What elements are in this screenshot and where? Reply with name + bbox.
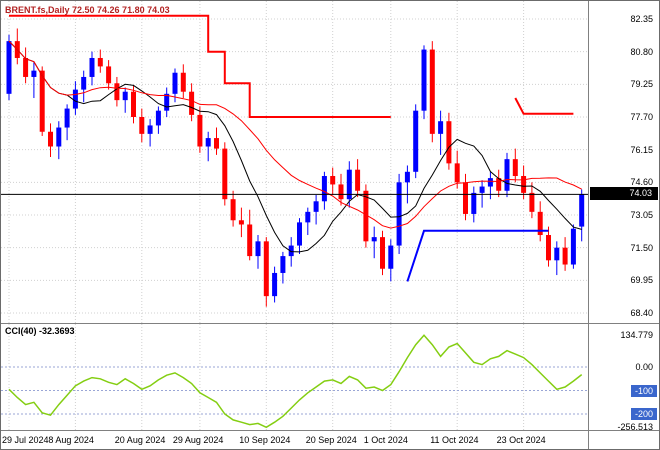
price-tick-label: 69.95 [630, 275, 653, 286]
date-label: 29 Aug 2024 [172, 435, 224, 445]
cci-level-badge: -200 [630, 408, 657, 420]
panel-separator[interactable] [1, 430, 659, 431]
date-label: 20 Aug 2024 [114, 435, 166, 445]
price-axis[interactable]: 82.35 80.80 79.25 77.70 76.15 74.60 73.05 71.50… [589, 1, 659, 449]
cci-tick-label: 134.779 [620, 330, 653, 341]
date-label: 11 Oct 2024 [430, 435, 479, 445]
price-tick-label: 71.50 [630, 242, 653, 253]
price-tick-label: 73.05 [630, 210, 653, 220]
cci-indicator-label: CCI(40) -32.3693 [5, 326, 75, 336]
panel-separator[interactable] [1, 323, 659, 324]
price-tick-label: 77.70 [630, 112, 653, 122]
date-label: 10 Sep 2024 [239, 435, 291, 445]
price-tick-label: 68.40 [630, 308, 653, 318]
date-label: 20 Sep 2024 [305, 435, 357, 445]
cci-indicator-canvas[interactable] [1, 324, 588, 430]
date-label: 23 Oct 2024 [496, 435, 546, 445]
cci-tick-label: 0.00 [635, 362, 653, 372]
cci-level-badge: -100 [630, 384, 657, 397]
time-axis[interactable]: 29 Jul 2024 8 Aug 2024 20 Aug 2024 29 Aug 2… [1, 431, 588, 449]
axis-separator [588, 1, 589, 449]
cci-tick-label: -256.513 [617, 422, 653, 433]
current-price-badge: 74.03 [590, 187, 658, 201]
price-chart-canvas[interactable] [1, 1, 588, 323]
date-label: 29 Jul 2024 [2, 435, 49, 445]
price-tick-label: 82.35 [630, 14, 653, 24]
price-tick-label: 80.80 [630, 46, 653, 57]
date-label: 8 Aug 2024 [48, 435, 94, 445]
date-label: 1 Oct 2024 [363, 435, 408, 445]
price-tick-label: 74.60 [630, 177, 653, 188]
chart-symbol-label: BRENT.fs,Daily 72.50 74.26 71.80 74.03 [5, 5, 170, 15]
price-tick-label: 79.25 [630, 79, 653, 90]
price-tick-label: 76.15 [630, 144, 653, 155]
